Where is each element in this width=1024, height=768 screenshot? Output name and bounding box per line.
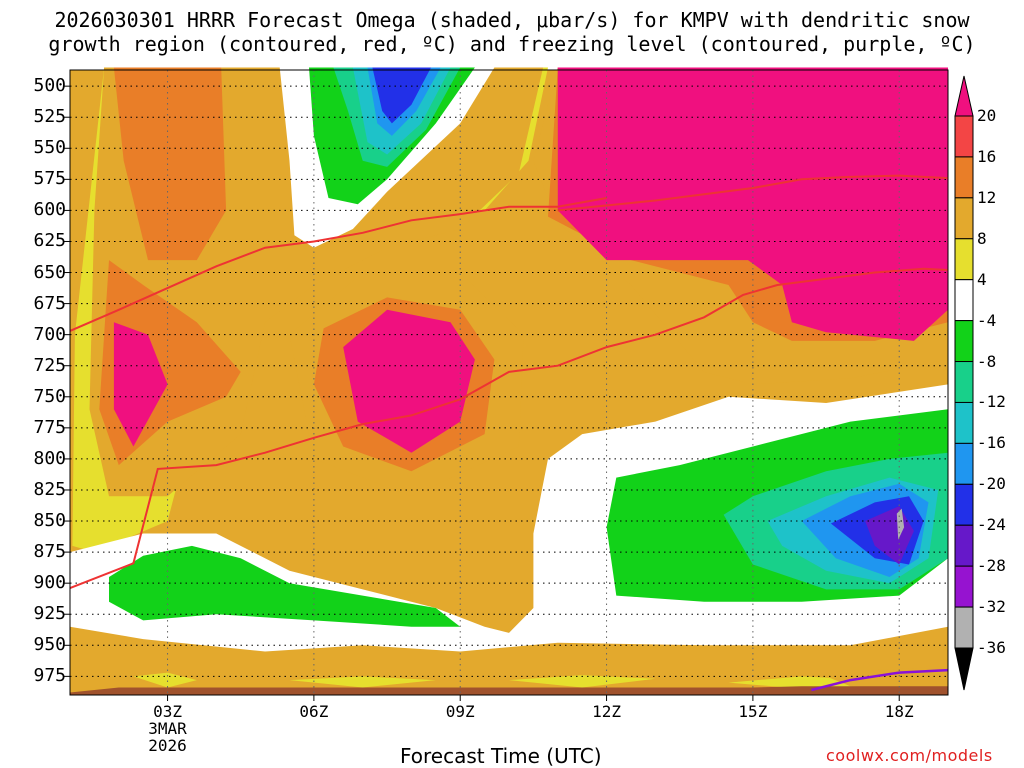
colorbar-label: 8 (977, 228, 987, 248)
colorbar-label: -20 (977, 474, 1006, 494)
y-tick-label: 775 (33, 416, 66, 438)
colorbar-band-7 (954, 361, 974, 403)
y-tick-label: 550 (33, 137, 66, 159)
y-tick-label: 850 (33, 510, 66, 532)
y-tick-label: 575 (33, 168, 66, 190)
omega-region-30 (896, 508, 905, 540)
colorbar-label: -28 (977, 556, 1006, 576)
colorbar-band-8 (954, 401, 974, 444)
colorbar-band-10 (954, 483, 974, 526)
axes (64, 69, 949, 701)
y-tick-label: 950 (33, 634, 66, 656)
x-tick-label: 18Z (884, 702, 914, 721)
colorbar-label: 4 (977, 269, 987, 289)
colorbar-label: -8 (977, 351, 997, 371)
omega-region-14 (343, 309, 475, 453)
x-axis-title: Forecast Time (UTC) (400, 744, 602, 768)
ground-fill (70, 686, 948, 695)
colorbar-label: -16 (977, 433, 1006, 453)
colorbar-label: 12 (977, 187, 997, 207)
chart-title-line2: growth region (contoured, red, ºC) and f… (48, 32, 976, 56)
omega-region-9 (113, 67, 227, 261)
omega-region-3 (509, 675, 656, 688)
x-tick-date-label: 2026 (148, 736, 187, 755)
omega-region-2 (289, 676, 436, 688)
y-tick-label: 800 (33, 447, 66, 469)
y-tick-label: 700 (33, 323, 66, 345)
colorbar-label: -4 (977, 310, 997, 330)
colorbar-label: -36 (977, 638, 1006, 657)
y-tick-label: 600 (33, 199, 66, 221)
colorbar-label: -32 (977, 597, 1006, 617)
colorbar-top-arrow (954, 75, 974, 117)
dgz-contour-upper-right (557, 174, 949, 212)
y-tick-label: 925 (33, 603, 66, 625)
credit-text: coolwx.com/models (826, 746, 993, 765)
colorbar-band-13 (954, 606, 974, 649)
y-tick-label: 525 (33, 106, 66, 128)
x-tick-label: 03Z (153, 702, 182, 721)
colorbar-band-3 (954, 197, 974, 240)
plot-frame (69, 69, 949, 696)
grid (70, 70, 948, 695)
x-tick-label: 12Z (592, 702, 621, 721)
colorbar-label: -12 (977, 392, 1006, 412)
colorbar-label: 20 (977, 106, 997, 125)
colorbar-label: -24 (977, 515, 1006, 535)
colorbar-band-4 (954, 238, 974, 281)
dgz-contour-upper (69, 197, 607, 332)
colorbar-band-6 (954, 320, 974, 363)
chart-title-line1: 2026030301 HRRR Forecast Omega (shaded, … (54, 8, 970, 32)
colorbar-bottom-arrow (954, 647, 974, 691)
contour-lines (69, 174, 949, 692)
omega-shading (70, 67, 948, 695)
y-tick-label: 825 (33, 478, 66, 500)
x-tick-label: 15Z (738, 702, 768, 721)
omega-region-15 (557, 67, 948, 341)
colorbar-band-2 (954, 156, 974, 199)
y-tick-label: 650 (33, 261, 66, 283)
y-tick-label: 725 (33, 354, 66, 376)
y-tick-label: 975 (33, 665, 66, 687)
colorbar-band-5 (954, 279, 974, 322)
colorbar-band-9 (954, 442, 974, 485)
ground-terrain (70, 686, 948, 695)
omega-region-13 (113, 322, 168, 447)
y-tick-label: 875 (33, 541, 66, 563)
colorbar-label: 16 (977, 146, 997, 166)
omega-region-19 (109, 545, 461, 627)
x-tick-date-label: 3MAR (148, 719, 187, 738)
omega-region-27 (372, 67, 431, 124)
colorbar-band-11 (954, 524, 974, 567)
freezing-level-contour (811, 668, 949, 692)
colorbar-band-12 (954, 565, 974, 608)
y-tick-label: 500 (33, 75, 66, 97)
x-tick-label: 06Z (299, 702, 329, 721)
colorbar-band-1 (954, 115, 974, 158)
colorbar (954, 75, 974, 691)
y-tick-label: 675 (33, 292, 66, 314)
y-tick-label: 900 (33, 572, 66, 594)
dgz-contour-lower (69, 267, 949, 590)
x-tick-label: 09Z (445, 702, 475, 721)
y-tick-label: 625 (33, 230, 66, 252)
y-tick-label: 750 (33, 385, 66, 407)
